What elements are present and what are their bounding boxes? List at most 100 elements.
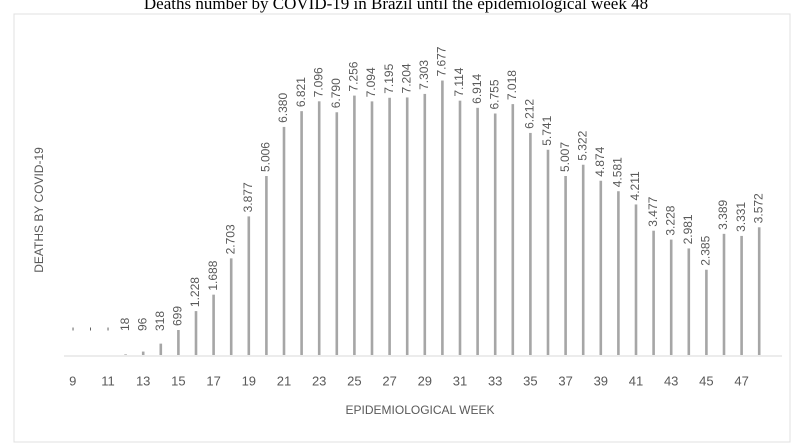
value-label: 7.256 (347, 61, 361, 91)
x-tick-label: 19 (242, 373, 256, 388)
value-label: 7.114 (452, 67, 466, 96)
value-label: 18 (118, 317, 132, 331)
value-label: 6.790 (329, 78, 343, 108)
value-label: 3.331 (734, 202, 748, 232)
value-label: 6.755 (487, 79, 501, 109)
value-label: 7.677 (435, 46, 449, 76)
value-label: 2.703 (223, 224, 237, 254)
bar (687, 248, 691, 355)
value-label: 6.380 (276, 93, 290, 123)
value-label: 5.006 (259, 142, 273, 172)
value-label: - (100, 327, 114, 331)
x-tick-label: 47 (734, 373, 748, 388)
bar (599, 180, 603, 355)
bar (669, 239, 673, 355)
value-label: 1.228 (188, 277, 202, 307)
bar (388, 97, 391, 355)
x-tick-label: 11 (101, 373, 115, 388)
x-tick-label: 23 (312, 373, 326, 388)
value-label: 7.094 (364, 67, 378, 97)
bar (194, 311, 198, 355)
x-tick-label: 45 (699, 373, 713, 388)
value-label: 6.821 (294, 77, 308, 107)
x-tick-label: 39 (594, 373, 608, 388)
bar (705, 269, 708, 355)
value-label: 7.204 (399, 63, 413, 93)
value-label: 699 (171, 306, 185, 326)
y-axis-label: DEATHS BY COVID-19 (32, 147, 46, 273)
x-tick-label: 13 (136, 373, 150, 388)
value-label: 3.228 (663, 205, 677, 235)
value-label: 3.877 (241, 182, 255, 212)
value-label: 3.477 (646, 196, 660, 226)
bar (458, 100, 462, 355)
bar (617, 191, 620, 355)
x-tick-label: 27 (382, 373, 396, 388)
bar (124, 354, 127, 355)
value-label: 5.007 (558, 142, 572, 172)
bar (335, 112, 339, 355)
bar (722, 233, 726, 355)
bar (159, 343, 163, 355)
value-label: 2.981 (681, 214, 695, 244)
value-label: 3.389 (716, 199, 730, 229)
value-label: 1.688 (206, 260, 220, 290)
bar (229, 258, 233, 355)
x-tick-label: 17 (206, 373, 220, 388)
bar (353, 95, 356, 356)
value-label: 7.096 (311, 67, 325, 97)
x-tick-label: 21 (277, 373, 291, 388)
bar (212, 294, 215, 355)
bar (493, 113, 497, 355)
x-tick-label: 43 (664, 373, 678, 388)
chart-title: Deaths number by COVID-19 in Brazil unti… (144, 0, 648, 13)
x-tick-label: 9 (69, 373, 76, 388)
bar (740, 235, 743, 355)
bar (370, 101, 374, 356)
bar (757, 227, 761, 355)
value-label: 6.914 (470, 73, 484, 103)
bar (652, 230, 655, 355)
bar (405, 97, 409, 355)
bar (511, 104, 515, 355)
x-tick-label: 33 (488, 373, 502, 388)
bar (634, 204, 638, 355)
bar (476, 107, 479, 356)
bar (581, 164, 585, 355)
bar (423, 93, 427, 355)
bar (282, 126, 286, 355)
value-label: 7.018 (505, 70, 519, 100)
value-label: 96 (135, 317, 149, 331)
value-label: 4.211 (628, 171, 642, 200)
value-label: 3.572 (751, 193, 765, 223)
bar (247, 216, 251, 355)
bar (546, 149, 550, 355)
value-label: 6.212 (523, 99, 537, 129)
value-label: 2.385 (699, 235, 713, 265)
value-label: 5.322 (575, 130, 589, 160)
x-tick-label: 25 (347, 373, 361, 388)
bar (564, 175, 567, 355)
bar (317, 101, 321, 356)
value-label: 5.741 (540, 115, 554, 145)
bar (141, 351, 145, 355)
x-tick-label: 35 (523, 373, 537, 388)
value-label: 7.195 (382, 63, 396, 93)
value-label: 318 (153, 311, 167, 331)
x-tick-label: 29 (418, 373, 432, 388)
bar (300, 111, 303, 355)
x-tick-label: 41 (629, 373, 643, 388)
value-label: 4.874 (593, 146, 607, 176)
value-label: 4.581 (611, 157, 625, 187)
bar (177, 330, 180, 355)
value-label: 7.303 (417, 60, 431, 90)
x-tick-label: 31 (453, 373, 467, 388)
value-label: - (65, 327, 79, 331)
x-tick-label: 37 (558, 373, 572, 388)
value-label: - (83, 327, 97, 331)
x-tick-label: 15 (171, 373, 185, 388)
bar (441, 80, 444, 356)
chart-border (13, 13, 791, 443)
bar (265, 176, 268, 355)
